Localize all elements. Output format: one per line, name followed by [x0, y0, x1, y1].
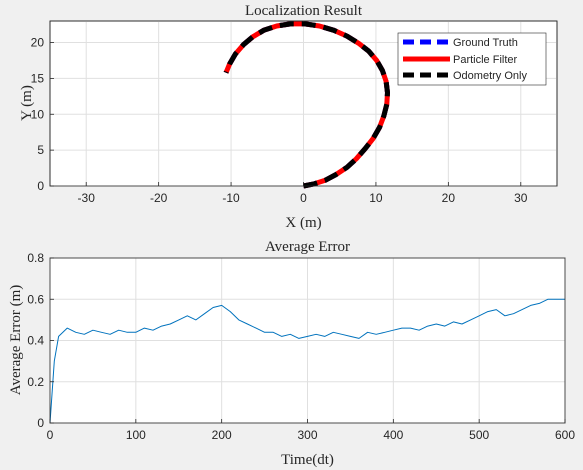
average-error-x-tick-label: 400	[383, 428, 403, 442]
average-error-ticks: 0 100 200 300 400 500 600 0 0.2 0.4 0.6 0.8	[27, 251, 575, 442]
localization-grid	[50, 21, 557, 187]
average-error-axes: 0 100 200 300 400 500 600 0 0.2 0.4 0.6 0.8 Average…	[8, 239, 575, 468]
localization-y-tick-label: 0	[37, 179, 44, 193]
localization-series	[223, 21, 390, 189]
average-error-y-tick-label: 0.8	[27, 251, 44, 265]
localization-x-tick-label: 0	[300, 191, 307, 205]
average-error-x-axis-label: Time(dt)	[281, 452, 334, 468]
average-error-y-axis-label: Average Error (m)	[8, 285, 24, 396]
average-error-x-tick-label: 0	[47, 428, 54, 442]
localization-x-tick-label: -20	[150, 191, 168, 205]
localization-y-tick-label: 10	[31, 107, 45, 121]
average-error-series	[49, 298, 565, 424]
localization-legend: Ground Truth Particle Filter Odometry On…	[397, 32, 547, 86]
localization-title: Localization Result	[245, 3, 363, 19]
average-error-y-tick-label: 0.2	[27, 375, 44, 389]
average-error-y-tick-label: 0.6	[27, 292, 44, 306]
average-error-x-tick-label: 100	[126, 428, 146, 442]
average-error-x-tick-label: 200	[212, 428, 232, 442]
average-error-x-tick-label: 300	[297, 428, 317, 442]
average-error-title: Average Error	[265, 239, 350, 255]
average-error-y-tick-label: 0	[37, 416, 44, 430]
legend-label-particle-filter: Particle Filter	[453, 54, 518, 66]
localization-axes: -30 -20 -10 0 10 20 30 0 5 10 15 20 Localization Re…	[19, 3, 558, 231]
legend-label-odometry-only: Odometry Only	[453, 70, 527, 82]
localization-x-axis-label: X (m)	[285, 215, 321, 231]
average-error-series-line-0	[49, 298, 565, 424]
localization-x-tick-label: 30	[514, 191, 528, 205]
localization-ticks: -30 -20 -10 0 10 20 30 0 5 10 15 20	[31, 36, 528, 205]
average-error-x-tick-label: 500	[469, 428, 489, 442]
average-error-x-tick-label: 600	[555, 428, 575, 442]
localization-x-tick-label: -30	[78, 191, 96, 205]
average-error-y-tick-label: 0.4	[27, 334, 44, 348]
localization-y-tick-label: 5	[37, 143, 44, 157]
localization-y-tick-label: 15	[31, 71, 45, 85]
localization-x-tick-label: 20	[442, 191, 456, 205]
localization-y-tick-label: 20	[31, 36, 45, 50]
localization-y-axis-label: Y (m)	[19, 85, 35, 121]
localization-series-line-odometry-only	[223, 21, 390, 189]
legend-label-ground-truth: Ground Truth	[453, 37, 518, 49]
localization-x-tick-label: -10	[222, 191, 240, 205]
localization-x-tick-label: 10	[369, 191, 383, 205]
